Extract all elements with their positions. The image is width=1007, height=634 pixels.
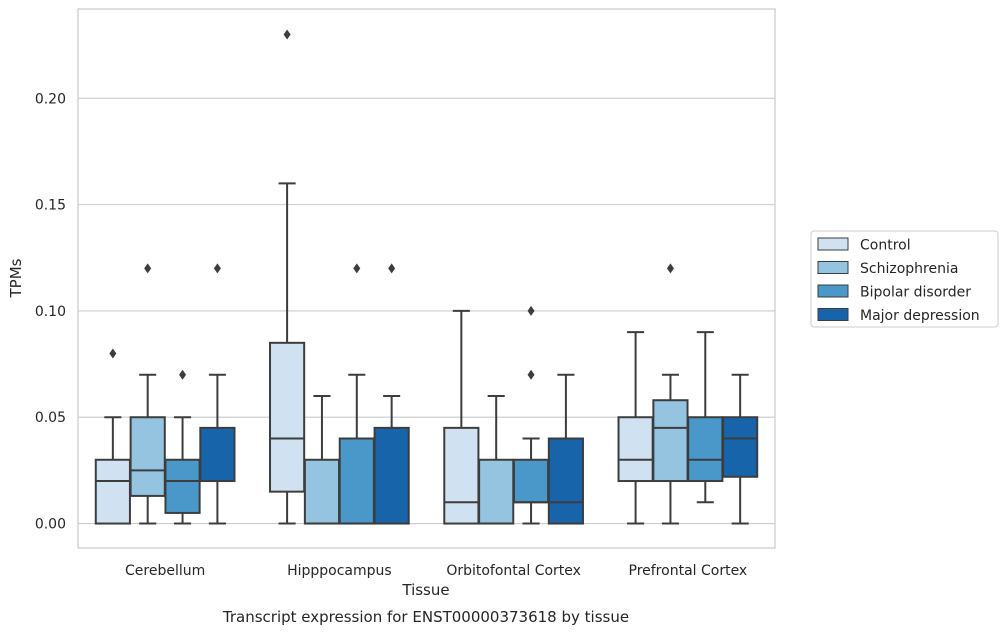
- box-2-3: [547, 373, 584, 525]
- box-body: [687, 416, 724, 483]
- box-body: [512, 458, 550, 504]
- x-axis-title: Tissue: [401, 581, 449, 599]
- box-0-1: [129, 263, 166, 525]
- legend-frame: [810, 230, 999, 328]
- box-body: [269, 341, 306, 493]
- outlier-point: [353, 263, 361, 274]
- boxes-layer: [94, 29, 759, 525]
- box-1-0: [269, 29, 306, 525]
- chart-caption: Transcript expression for ENST0000037361…: [222, 608, 629, 626]
- outlier-point: [666, 263, 674, 274]
- box-body: [129, 416, 166, 497]
- y-tick-label: 0.05: [35, 410, 66, 426]
- box-body: [617, 416, 654, 483]
- y-tick-label: 0.10: [35, 304, 66, 320]
- legend-swatch: [817, 284, 849, 298]
- box-body: [338, 437, 375, 525]
- box-0-2: [164, 369, 201, 525]
- box-2-0: [443, 309, 480, 525]
- legend: Control Schizophrenia Bipolar disorder Majo…: [810, 230, 999, 328]
- y-tick-label: 0.20: [35, 91, 66, 107]
- box-3-3: [722, 373, 759, 525]
- outlier-point: [527, 305, 535, 316]
- outlier-point: [144, 263, 152, 274]
- legend-swatch: [817, 261, 849, 274]
- box-body: [199, 426, 236, 483]
- box-body: [722, 416, 759, 478]
- box-2-2: [512, 305, 550, 525]
- box-3-0: [617, 331, 654, 525]
- x-tick-label: Prefrontal Cortex: [629, 563, 748, 579]
- y-tick-label: 0.00: [35, 517, 66, 533]
- legend-swatch: [817, 237, 849, 251]
- box-1-2: [338, 263, 375, 525]
- outlier-point: [213, 263, 221, 274]
- x-tick-labels: Cerebellum Hipppocampus Orbitofontal Corte…: [125, 563, 747, 579]
- box-3-2: [687, 331, 724, 504]
- plot-area-frame: [77, 8, 776, 549]
- y-tick-labels: 0.00 0.05 0.10 0.15 0.20: [35, 91, 66, 532]
- legend-label: Control: [860, 238, 911, 254]
- box-1-1: [303, 394, 341, 525]
- box-body: [652, 399, 689, 483]
- outlier-point: [109, 348, 117, 359]
- box-body: [373, 426, 410, 525]
- outlier-point: [388, 263, 396, 274]
- box-body: [443, 426, 480, 525]
- legend-label: Schizophrenia: [860, 261, 958, 277]
- y-axis-title: TPMs: [7, 258, 25, 298]
- x-tick-label: Orbitofontal Cortex: [446, 563, 581, 579]
- box-body: [164, 458, 201, 514]
- box-1-3: [373, 263, 410, 525]
- x-tick-label: Cerebellum: [125, 563, 205, 579]
- outlier-point: [179, 369, 187, 380]
- legend-label: Bipolar disorder: [860, 285, 971, 301]
- outlier-point: [283, 29, 291, 40]
- box-body: [94, 458, 131, 525]
- box-0-3: [199, 263, 236, 525]
- legend-swatch: [817, 308, 849, 321]
- x-tick-label: Hipppocampus: [287, 563, 392, 579]
- legend-label: Major depression: [860, 308, 980, 324]
- outlier-point: [527, 369, 535, 380]
- box-2-1: [478, 394, 515, 525]
- box-0-0: [94, 348, 131, 525]
- box-body: [478, 458, 515, 525]
- box-body: [303, 458, 341, 525]
- y-tick-label: 0.15: [35, 198, 66, 214]
- box-3-1: [652, 263, 689, 525]
- box-body: [547, 437, 584, 525]
